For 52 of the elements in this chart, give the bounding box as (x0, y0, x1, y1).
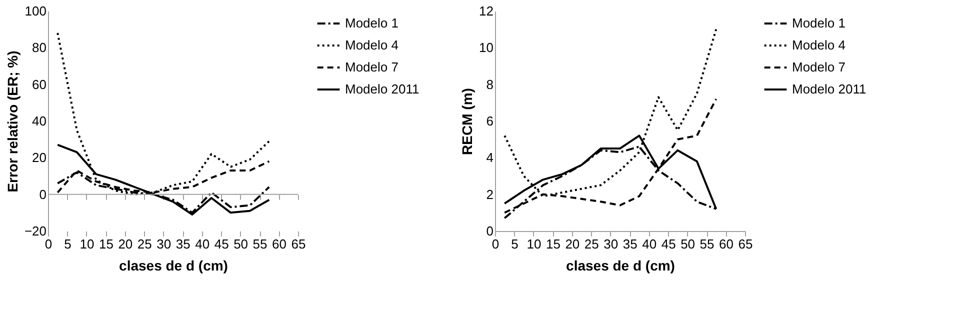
y-tick-label: 8 (486, 76, 494, 92)
x-axis-title: clases de d (cm) (566, 258, 675, 274)
x-tick-label: 60 (272, 236, 287, 252)
x-axis-title: clases de d (cm) (119, 258, 228, 274)
y-tick-label: 20 (32, 150, 46, 166)
y-axis-title: RECM (m) (459, 88, 476, 155)
legend-label: Modelo 2011 (792, 82, 866, 96)
legend-label: Modelo 1 (345, 16, 398, 30)
x-tick-label: 10 (80, 236, 94, 252)
legend-label: Modelo 7 (345, 60, 398, 74)
x-tick-label: 5 (511, 236, 518, 252)
x-tick-label: 5 (64, 236, 72, 252)
x-tick-label: 65 (291, 236, 306, 252)
x-tick-label: 10 (526, 236, 542, 252)
y-tick-label: 40 (32, 114, 46, 128)
y-tick-label: 2 (486, 186, 494, 202)
x-tick-label: 55 (252, 236, 268, 252)
y-tick-label: 4 (486, 150, 494, 166)
legend-label: Modelo 1 (792, 16, 846, 30)
x-tick-label: 40 (195, 236, 210, 252)
y-tick-label: 6 (486, 114, 494, 128)
x-tick-label: 15 (98, 236, 114, 252)
x-tick-label: 60 (719, 236, 734, 252)
x-tick-label: 30 (604, 236, 618, 252)
y-tick-label: 80 (32, 40, 46, 56)
y-tick-label: 0 (39, 186, 46, 202)
legend-label: Modelo 7 (792, 60, 846, 74)
x-tick-label: 55 (700, 236, 714, 252)
x-tick-label: 25 (137, 236, 152, 252)
x-tick-label: 25 (584, 236, 599, 252)
y-tick-label: 12 (479, 4, 494, 18)
legend-label: Modelo 4 (792, 38, 846, 52)
x-tick-label: 35 (176, 236, 190, 252)
y-tick-label: 100 (24, 4, 46, 18)
y-tick-label: 60 (32, 76, 46, 92)
y-tick-label: 10 (479, 40, 494, 56)
x-tick-label: 30 (156, 236, 172, 252)
x-tick-label: 20 (565, 236, 580, 252)
y-tick-label: 0 (486, 224, 494, 238)
y-axis-title: Error relativo (ER; %) (4, 50, 20, 192)
x-tick-label: 45 (661, 236, 676, 252)
x-tick-label: 65 (738, 236, 753, 252)
x-tick-label: 40 (642, 236, 657, 252)
legend-label: Modelo 4 (345, 38, 398, 52)
x-tick-label: 50 (680, 236, 696, 252)
x-tick-label: 45 (214, 236, 229, 252)
x-tick-label: 20 (118, 236, 133, 252)
x-tick-label: 15 (546, 236, 560, 252)
x-tick-label: 50 (234, 236, 248, 252)
x-tick-label: 35 (622, 236, 638, 252)
legend-label: Modelo 2011 (345, 82, 420, 96)
y-tick-label: −20 (24, 224, 46, 238)
